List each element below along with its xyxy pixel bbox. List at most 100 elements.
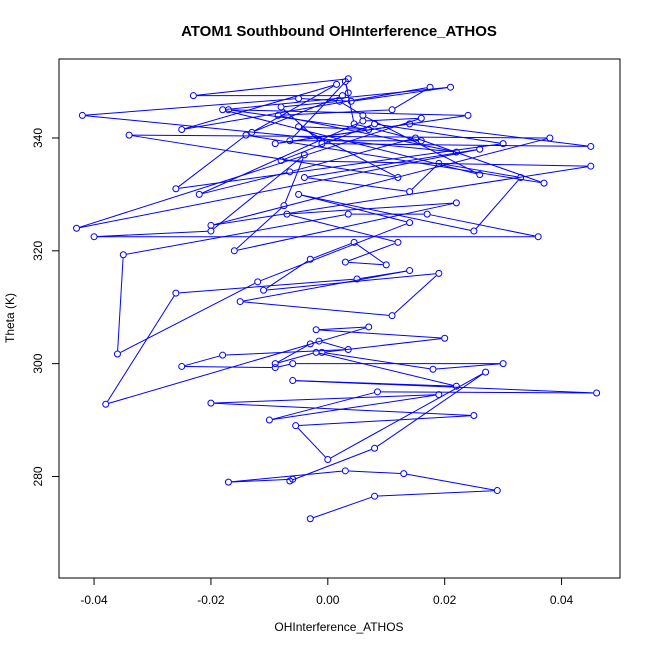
series-segment	[214, 394, 436, 404]
data-point	[435, 159, 443, 167]
data-point	[113, 350, 121, 358]
data-point	[476, 145, 484, 153]
series-segment	[348, 243, 395, 262]
data-point	[371, 492, 379, 500]
series-segment	[225, 349, 345, 356]
series-segment	[357, 124, 419, 141]
series-segment	[272, 392, 375, 420]
data-point	[265, 416, 273, 424]
data-point	[517, 173, 525, 181]
data-point	[312, 348, 320, 356]
series-segment	[107, 295, 175, 402]
series-segment	[292, 449, 372, 481]
data-point	[289, 377, 297, 385]
data-point	[119, 251, 127, 259]
data-point	[341, 258, 349, 266]
data-point	[73, 224, 81, 232]
series-segment	[319, 326, 366, 331]
data-point	[470, 227, 478, 235]
series-segment	[254, 85, 334, 132]
data-point	[371, 120, 379, 128]
series-segment	[475, 179, 519, 229]
series-segment	[313, 243, 352, 259]
series-segment	[184, 84, 334, 130]
series-segment	[348, 470, 401, 474]
x-tick-label: 0.02	[433, 593, 457, 607]
data-point	[406, 120, 414, 128]
y-axis: 280 300 320 340	[31, 128, 60, 486]
series-segment	[325, 143, 588, 147]
series-segment	[394, 275, 437, 314]
data-point	[178, 362, 186, 370]
data-point	[499, 360, 507, 368]
data-point	[90, 233, 98, 241]
x-tick-label: -0.02	[197, 593, 225, 607]
series-segment	[377, 490, 494, 497]
data-point	[347, 97, 355, 105]
data-point	[470, 412, 478, 420]
data-point	[280, 202, 288, 210]
series-segment	[85, 115, 454, 153]
data-point	[78, 111, 86, 119]
series-segment	[97, 230, 208, 238]
series-segment	[196, 78, 345, 96]
series-segment	[307, 149, 477, 178]
data-point	[341, 78, 349, 86]
series-segment	[430, 214, 535, 237]
data-point	[417, 137, 425, 145]
series-segment	[377, 123, 500, 144]
series-segment	[178, 136, 244, 188]
data-point	[587, 142, 595, 150]
series-segment	[117, 258, 124, 351]
series-segment	[184, 355, 220, 367]
data-point	[224, 478, 232, 486]
series-group	[79, 78, 594, 519]
series-segment	[319, 329, 442, 339]
series-segment	[281, 115, 454, 152]
series-segment	[301, 127, 396, 177]
series-segment	[297, 427, 326, 458]
data-point	[373, 388, 381, 396]
y-axis-label: Theta (K)	[3, 293, 17, 343]
series-segment	[301, 126, 366, 130]
data-point	[426, 83, 434, 91]
data-point	[482, 368, 490, 376]
x-axis: -0.04 -0.02 0.00 0.02 0.04	[80, 577, 574, 607]
series-segment	[278, 123, 407, 144]
series-segment	[354, 87, 448, 102]
data-point	[394, 173, 402, 181]
series-segment	[231, 478, 290, 483]
series-segment	[272, 394, 436, 421]
series-segment	[284, 124, 372, 160]
series-segment	[79, 118, 419, 228]
data-point	[406, 219, 414, 227]
data-point	[435, 391, 443, 399]
data-point	[207, 399, 215, 407]
series-segment	[412, 123, 588, 147]
series-segment	[377, 373, 484, 447]
data-point	[546, 134, 554, 142]
data-point	[236, 298, 244, 306]
data-point	[406, 267, 414, 275]
series-segment	[296, 380, 453, 387]
x-axis-label: OHInterference_ATHOS	[274, 620, 403, 634]
series-segment	[345, 84, 348, 90]
y-tick-label: 280	[31, 466, 45, 486]
data-point	[382, 261, 390, 269]
data-point	[172, 185, 180, 193]
data-point	[344, 346, 352, 354]
data-point	[189, 92, 197, 100]
x-tick-label: 0.04	[550, 593, 574, 607]
data-point	[359, 117, 367, 125]
data-point	[125, 131, 133, 139]
data-point	[315, 337, 323, 345]
series-segment	[236, 207, 282, 249]
series-segment	[301, 194, 407, 223]
series-segment	[284, 101, 337, 108]
data-point	[207, 221, 215, 229]
series-segment	[356, 243, 384, 264]
series-segment	[85, 98, 296, 116]
series-segment	[348, 261, 383, 266]
series-segment	[278, 352, 313, 364]
